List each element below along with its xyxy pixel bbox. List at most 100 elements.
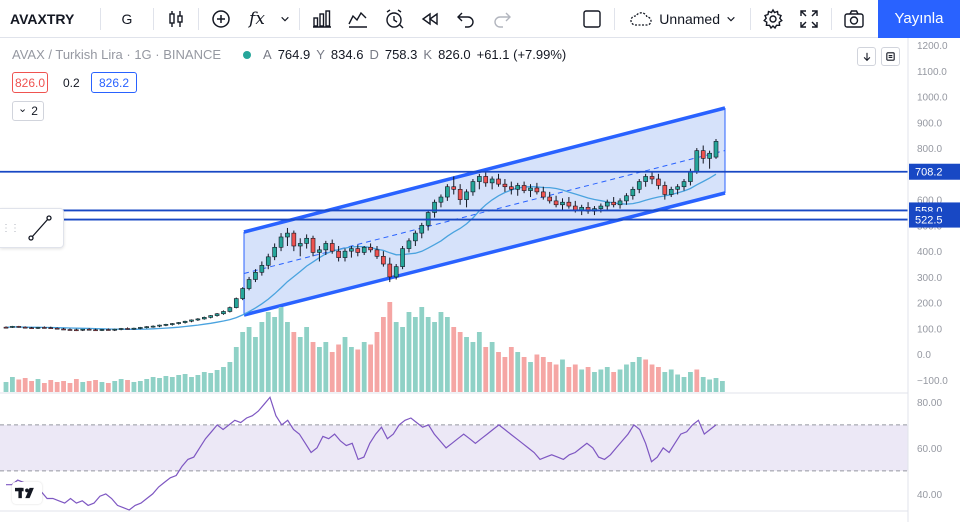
candle-body <box>489 178 495 184</box>
candles-icon <box>169 10 183 27</box>
candle-body <box>329 243 335 252</box>
templates-button[interactable] <box>304 0 340 38</box>
price-tick-label: 0.0 <box>917 350 931 361</box>
volume-bar <box>617 369 623 392</box>
candle-body <box>106 329 111 331</box>
volume-bar <box>189 377 194 392</box>
tradingview-logo-icon[interactable] <box>12 482 42 504</box>
legend-open: 764.9 <box>277 47 311 62</box>
candle-body <box>381 256 386 265</box>
symbol-legend: AVAX / Turkish Lira · 1G · BINANCE A 764.… <box>12 47 566 62</box>
volume-bar <box>675 374 681 392</box>
candle-body <box>368 246 373 251</box>
settings-button[interactable] <box>755 0 791 38</box>
candle-body <box>604 201 610 207</box>
candle-body <box>572 205 578 211</box>
price-tick-label: −100.0 <box>917 376 948 387</box>
indicators-dropdown[interactable] <box>275 0 295 38</box>
volume-bar <box>163 376 169 392</box>
candle-body <box>636 181 642 190</box>
volume-bar <box>694 369 700 392</box>
indicators-button[interactable]: fx <box>239 0 275 38</box>
moving-average <box>5 173 717 330</box>
toolbar-divider <box>750 7 751 30</box>
candle-body <box>131 327 137 330</box>
spread-value: 0.2 <box>63 75 80 90</box>
publish-button[interactable]: Yayınla <box>878 0 960 38</box>
candle-body <box>157 324 162 327</box>
volume-bar <box>22 378 28 392</box>
toolbar-divider <box>831 7 832 30</box>
buy-price-button[interactable]: 826.2 <box>91 72 137 93</box>
candle-body <box>310 237 316 253</box>
legend-symbol[interactable]: AVAX / Turkish Lira · 1G · BINANCE <box>12 47 222 62</box>
redo-button[interactable] <box>484 0 520 38</box>
reset-icon <box>886 52 895 61</box>
snapshot-button[interactable] <box>836 0 872 38</box>
rsi-tick-label: 60.00 <box>917 444 942 455</box>
candle-body <box>227 307 233 312</box>
indicator-collapse-button[interactable]: ⌄ 2 <box>12 101 44 121</box>
compare-button[interactable] <box>340 0 376 38</box>
price-tick-label: 1000.0 <box>917 93 948 104</box>
volume-bar <box>157 378 162 392</box>
floating-drawing-toolbar[interactable]: ⋮⋮ <box>0 208 64 248</box>
volume-bar <box>598 369 604 392</box>
price-axis[interactable]: 1200.01100.01000.0900.0800.0700.0600.050… <box>907 38 960 522</box>
channel-fill <box>244 108 725 315</box>
volume-bar <box>131 382 137 392</box>
volume-bar <box>547 362 553 392</box>
legend-open-key: A <box>263 47 272 62</box>
volume-bar <box>144 379 150 392</box>
toolbar-divider <box>153 7 154 30</box>
volume-bar <box>649 364 655 392</box>
indicators-add-button[interactable] <box>203 0 239 38</box>
rsi-tick-label: 40.00 <box>917 490 942 501</box>
volume-bar <box>419 307 425 392</box>
volume-bar <box>93 380 98 392</box>
candle-body <box>630 189 636 197</box>
volume-bar <box>278 307 284 392</box>
candle-body <box>598 205 604 209</box>
volume-bar <box>713 378 719 392</box>
volume-bar <box>182 374 188 392</box>
scroll-to-latest-button[interactable] <box>857 47 876 66</box>
volume-bar <box>80 382 86 392</box>
volume-bar <box>438 312 444 392</box>
reset-scale-button[interactable] <box>881 47 900 66</box>
chart-type-button[interactable] <box>158 0 194 38</box>
candle-body <box>457 189 463 200</box>
legend-high: 834.6 <box>330 47 364 62</box>
volume-bar <box>208 373 214 392</box>
candle-body <box>675 186 680 190</box>
sell-price-button[interactable]: 826.0 <box>12 72 48 93</box>
candle-body <box>707 152 712 159</box>
candle-body <box>99 329 105 331</box>
volume-bar <box>297 337 303 392</box>
fullscreen-button[interactable] <box>791 0 827 38</box>
horizontal-levels[interactable] <box>0 170 908 221</box>
volume-bar <box>425 317 431 392</box>
interval-button[interactable]: G <box>121 10 133 27</box>
volume-bar <box>572 364 578 392</box>
volume-bar <box>253 337 258 392</box>
candle-body <box>477 176 482 182</box>
layout-name-button[interactable]: Unnamed <box>619 0 746 38</box>
volume-bar <box>105 383 111 392</box>
level-label-bg <box>909 211 960 228</box>
candle-body <box>521 185 527 191</box>
toolbar-divider <box>614 7 616 30</box>
channel-median-line <box>243 150 726 274</box>
volume-bar <box>668 369 674 392</box>
drag-handle-icon[interactable]: ⋮⋮ <box>1 222 20 234</box>
alert-button[interactable] <box>376 0 412 38</box>
candle-body <box>48 327 54 329</box>
candle-body <box>713 141 719 158</box>
trendline-tool-icon[interactable] <box>20 208 60 248</box>
layout-button[interactable] <box>574 0 610 38</box>
volume-bar <box>592 372 597 392</box>
undo-button[interactable] <box>448 0 484 38</box>
replay-button[interactable] <box>412 0 448 38</box>
symbol-search-button[interactable]: AVAXTRY <box>10 10 75 27</box>
